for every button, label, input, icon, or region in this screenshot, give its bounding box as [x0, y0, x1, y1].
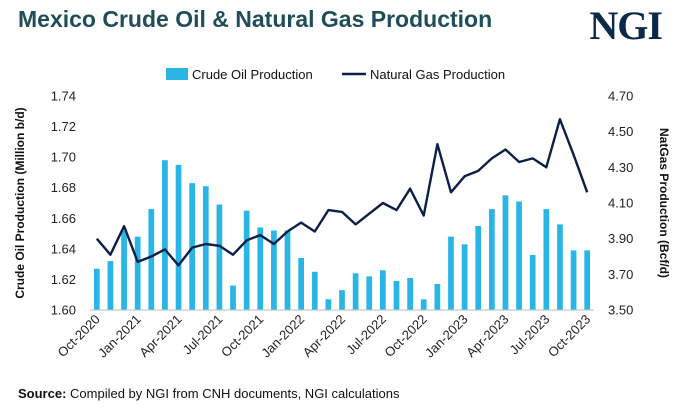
oil-bar: [325, 299, 332, 310]
y-right-tick-label: 4.10: [608, 196, 633, 211]
oil-bar: [216, 204, 223, 310]
x-tick-label: Apr-2023: [463, 312, 511, 360]
oil-bar: [584, 250, 591, 310]
oil-bar: [420, 299, 427, 310]
x-tick-label: Apr-2021: [136, 312, 184, 360]
oil-bar: [284, 230, 291, 310]
y-right-tick-label: 4.50: [608, 124, 633, 139]
y-right-tick-label: 3.50: [608, 303, 633, 318]
natgas-series-line: [95, 117, 589, 267]
ngi-logo: NGI: [589, 3, 663, 48]
x-tick-label: Oct-2022: [381, 312, 429, 360]
chart-title: Mexico Crude Oil & Natural Gas Productio…: [18, 6, 493, 32]
oil-bar: [380, 270, 386, 310]
x-tick-label: Jan-2022: [258, 312, 307, 361]
crude-oil-bars: [93, 160, 591, 310]
y-left-tick-label: 1.74: [51, 89, 76, 104]
oil-bar: [175, 164, 182, 310]
oil-bar: [407, 277, 413, 310]
oil-bar: [393, 280, 400, 310]
x-tick-label: Oct-2021: [218, 312, 266, 360]
legend-gas-label: Natural Gas Production: [370, 67, 505, 82]
oil-bar: [502, 195, 509, 310]
oil-bar: [448, 236, 454, 310]
oil-bar: [339, 290, 345, 310]
oil-bar: [488, 209, 495, 310]
oil-bar: [557, 224, 563, 310]
x-tick-label: Jan-2021: [95, 312, 144, 361]
oil-bar: [148, 209, 155, 310]
x-tick-label: Jan-2023: [422, 312, 471, 361]
chart-axes: 1.60 1.62 1.64 1.66 1.68 1.70 1.72 1.74 3.50 3.70…: [13, 89, 671, 361]
oil-bar: [366, 276, 373, 310]
y-left-tick-label: 1.66: [51, 211, 76, 226]
oil-bar: [298, 258, 304, 310]
oil-bar: [134, 236, 141, 310]
oil-bar: [352, 273, 359, 310]
oil-bar: [93, 268, 100, 310]
oil-bar: [543, 209, 550, 310]
y-right-tick-label: 3.90: [608, 231, 633, 246]
oil-bar: [162, 160, 168, 310]
oil-bar: [516, 201, 522, 310]
source-label: Source:: [18, 386, 67, 401]
oil-bar: [529, 254, 536, 310]
y-left-tick-label: 1.62: [51, 272, 76, 287]
oil-bar: [202, 186, 209, 310]
y-right-tick-label: 4.30: [608, 160, 633, 175]
source-note: Source: Compiled by NGI from CNH documen…: [18, 386, 399, 401]
y-left-axis-title: Crude Oil Production (Million b/d): [13, 107, 27, 298]
oil-bar: [243, 210, 250, 310]
oil-bar: [230, 285, 236, 310]
legend-oil-swatch: [166, 68, 188, 80]
y-left-tick-label: 1.60: [51, 303, 76, 318]
y-right-axis-title: NatGas Production (Bcf/d): [657, 128, 671, 278]
source-text: Compiled by NGI from CNH documents, NGI …: [66, 386, 400, 401]
oil-bar: [257, 227, 264, 310]
oil-bar: [121, 230, 127, 310]
x-tick-label: Oct-2020: [55, 312, 103, 360]
oil-bar: [107, 261, 114, 310]
natgas-line: [95, 117, 589, 267]
legend-oil-label: Crude Oil Production: [192, 67, 313, 82]
oil-bar: [475, 225, 482, 310]
y-left-tick-label: 1.72: [51, 119, 76, 134]
y-left-tick-label: 1.64: [51, 241, 76, 256]
y-right-tick-label: 4.70: [608, 89, 633, 104]
oil-bar: [271, 230, 277, 310]
x-tick-label: Apr-2022: [300, 312, 348, 360]
y-left-tick-label: 1.68: [51, 180, 76, 195]
oil-bar: [311, 271, 318, 310]
x-tick-label: Oct-2023: [545, 312, 593, 360]
y-left-tick-label: 1.70: [51, 150, 76, 165]
oil-bar: [570, 250, 577, 310]
chart-legend: Crude Oil Production Natural Gas Producti…: [166, 67, 505, 82]
oil-bar: [434, 284, 441, 310]
y-right-tick-label: 3.70: [608, 267, 633, 282]
oil-bar: [461, 244, 468, 310]
